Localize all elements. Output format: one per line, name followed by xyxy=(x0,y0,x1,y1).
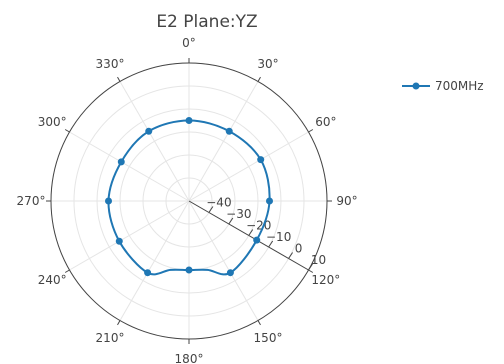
angular-tick-label: 300° xyxy=(38,115,67,129)
angular-gridline xyxy=(188,131,309,202)
angular-tick-label: 330° xyxy=(96,57,125,71)
radial-tick-label: 10 xyxy=(311,253,326,267)
radial-tick-label: 0 xyxy=(295,242,303,256)
data-point[interactable] xyxy=(226,269,234,277)
data-point[interactable] xyxy=(145,127,153,135)
angular-tick-mark xyxy=(308,269,314,273)
data-point[interactable] xyxy=(253,236,261,244)
angular-tick-mark xyxy=(117,320,121,326)
radial-tick-label: −40 xyxy=(206,196,231,210)
radial-tick-label: −30 xyxy=(226,207,251,221)
data-point[interactable] xyxy=(225,127,233,135)
radial-tick-mark xyxy=(288,252,294,259)
data-point[interactable] xyxy=(117,158,125,166)
angular-gridline xyxy=(119,81,190,202)
angular-gridline xyxy=(188,200,259,321)
data-point[interactable] xyxy=(185,117,193,124)
radial-tick-mark xyxy=(248,229,254,236)
data-point[interactable] xyxy=(115,237,123,245)
angular-gridline xyxy=(69,200,190,271)
angular-tick-label: 120° xyxy=(311,273,340,287)
data-point[interactable] xyxy=(266,197,273,205)
radial-tick-mark xyxy=(228,217,234,225)
legend[interactable]: 700MHz xyxy=(402,79,484,93)
angular-tick-label: 0° xyxy=(182,36,196,50)
angular-gridline xyxy=(188,81,259,202)
data-point[interactable] xyxy=(257,156,265,164)
angular-tick-label: 90° xyxy=(336,194,357,208)
data-point[interactable] xyxy=(185,266,193,274)
radial-tick-label: −10 xyxy=(266,230,291,244)
angular-tick-label: 30° xyxy=(257,57,278,71)
angular-tick-mark xyxy=(64,269,70,273)
legend-label: 700MHz xyxy=(435,79,484,93)
angular-tick-mark xyxy=(308,129,314,133)
angular-tick-label: 60° xyxy=(315,115,336,129)
angular-gridline xyxy=(69,131,190,202)
data-point[interactable] xyxy=(105,197,112,205)
angular-tick-label: 270° xyxy=(17,194,46,208)
radial-tick-mark xyxy=(308,263,313,271)
angular-tick-mark xyxy=(64,129,70,133)
angular-tick-mark xyxy=(257,320,261,326)
angular-gridline xyxy=(119,200,190,321)
series-layer xyxy=(105,117,273,277)
angular-tick-mark xyxy=(117,76,121,82)
angular-tick-mark xyxy=(257,76,261,82)
angular-tick-label: 180° xyxy=(175,352,204,364)
angular-tick-label: 240° xyxy=(38,273,67,287)
angular-tick-label: 210° xyxy=(96,331,125,345)
data-point[interactable] xyxy=(144,269,152,277)
legend-marker xyxy=(412,82,420,90)
angular-tick-label: 150° xyxy=(254,331,283,345)
chart-title: E2 Plane:YZ xyxy=(156,12,257,32)
angular-ticks: 0° 30° 60° 90° 120° 150° 180° 210° 240° 270° 300° 3… xyxy=(17,36,358,364)
radial-tick-mark xyxy=(268,240,274,248)
radial-tick-mark xyxy=(208,206,214,213)
